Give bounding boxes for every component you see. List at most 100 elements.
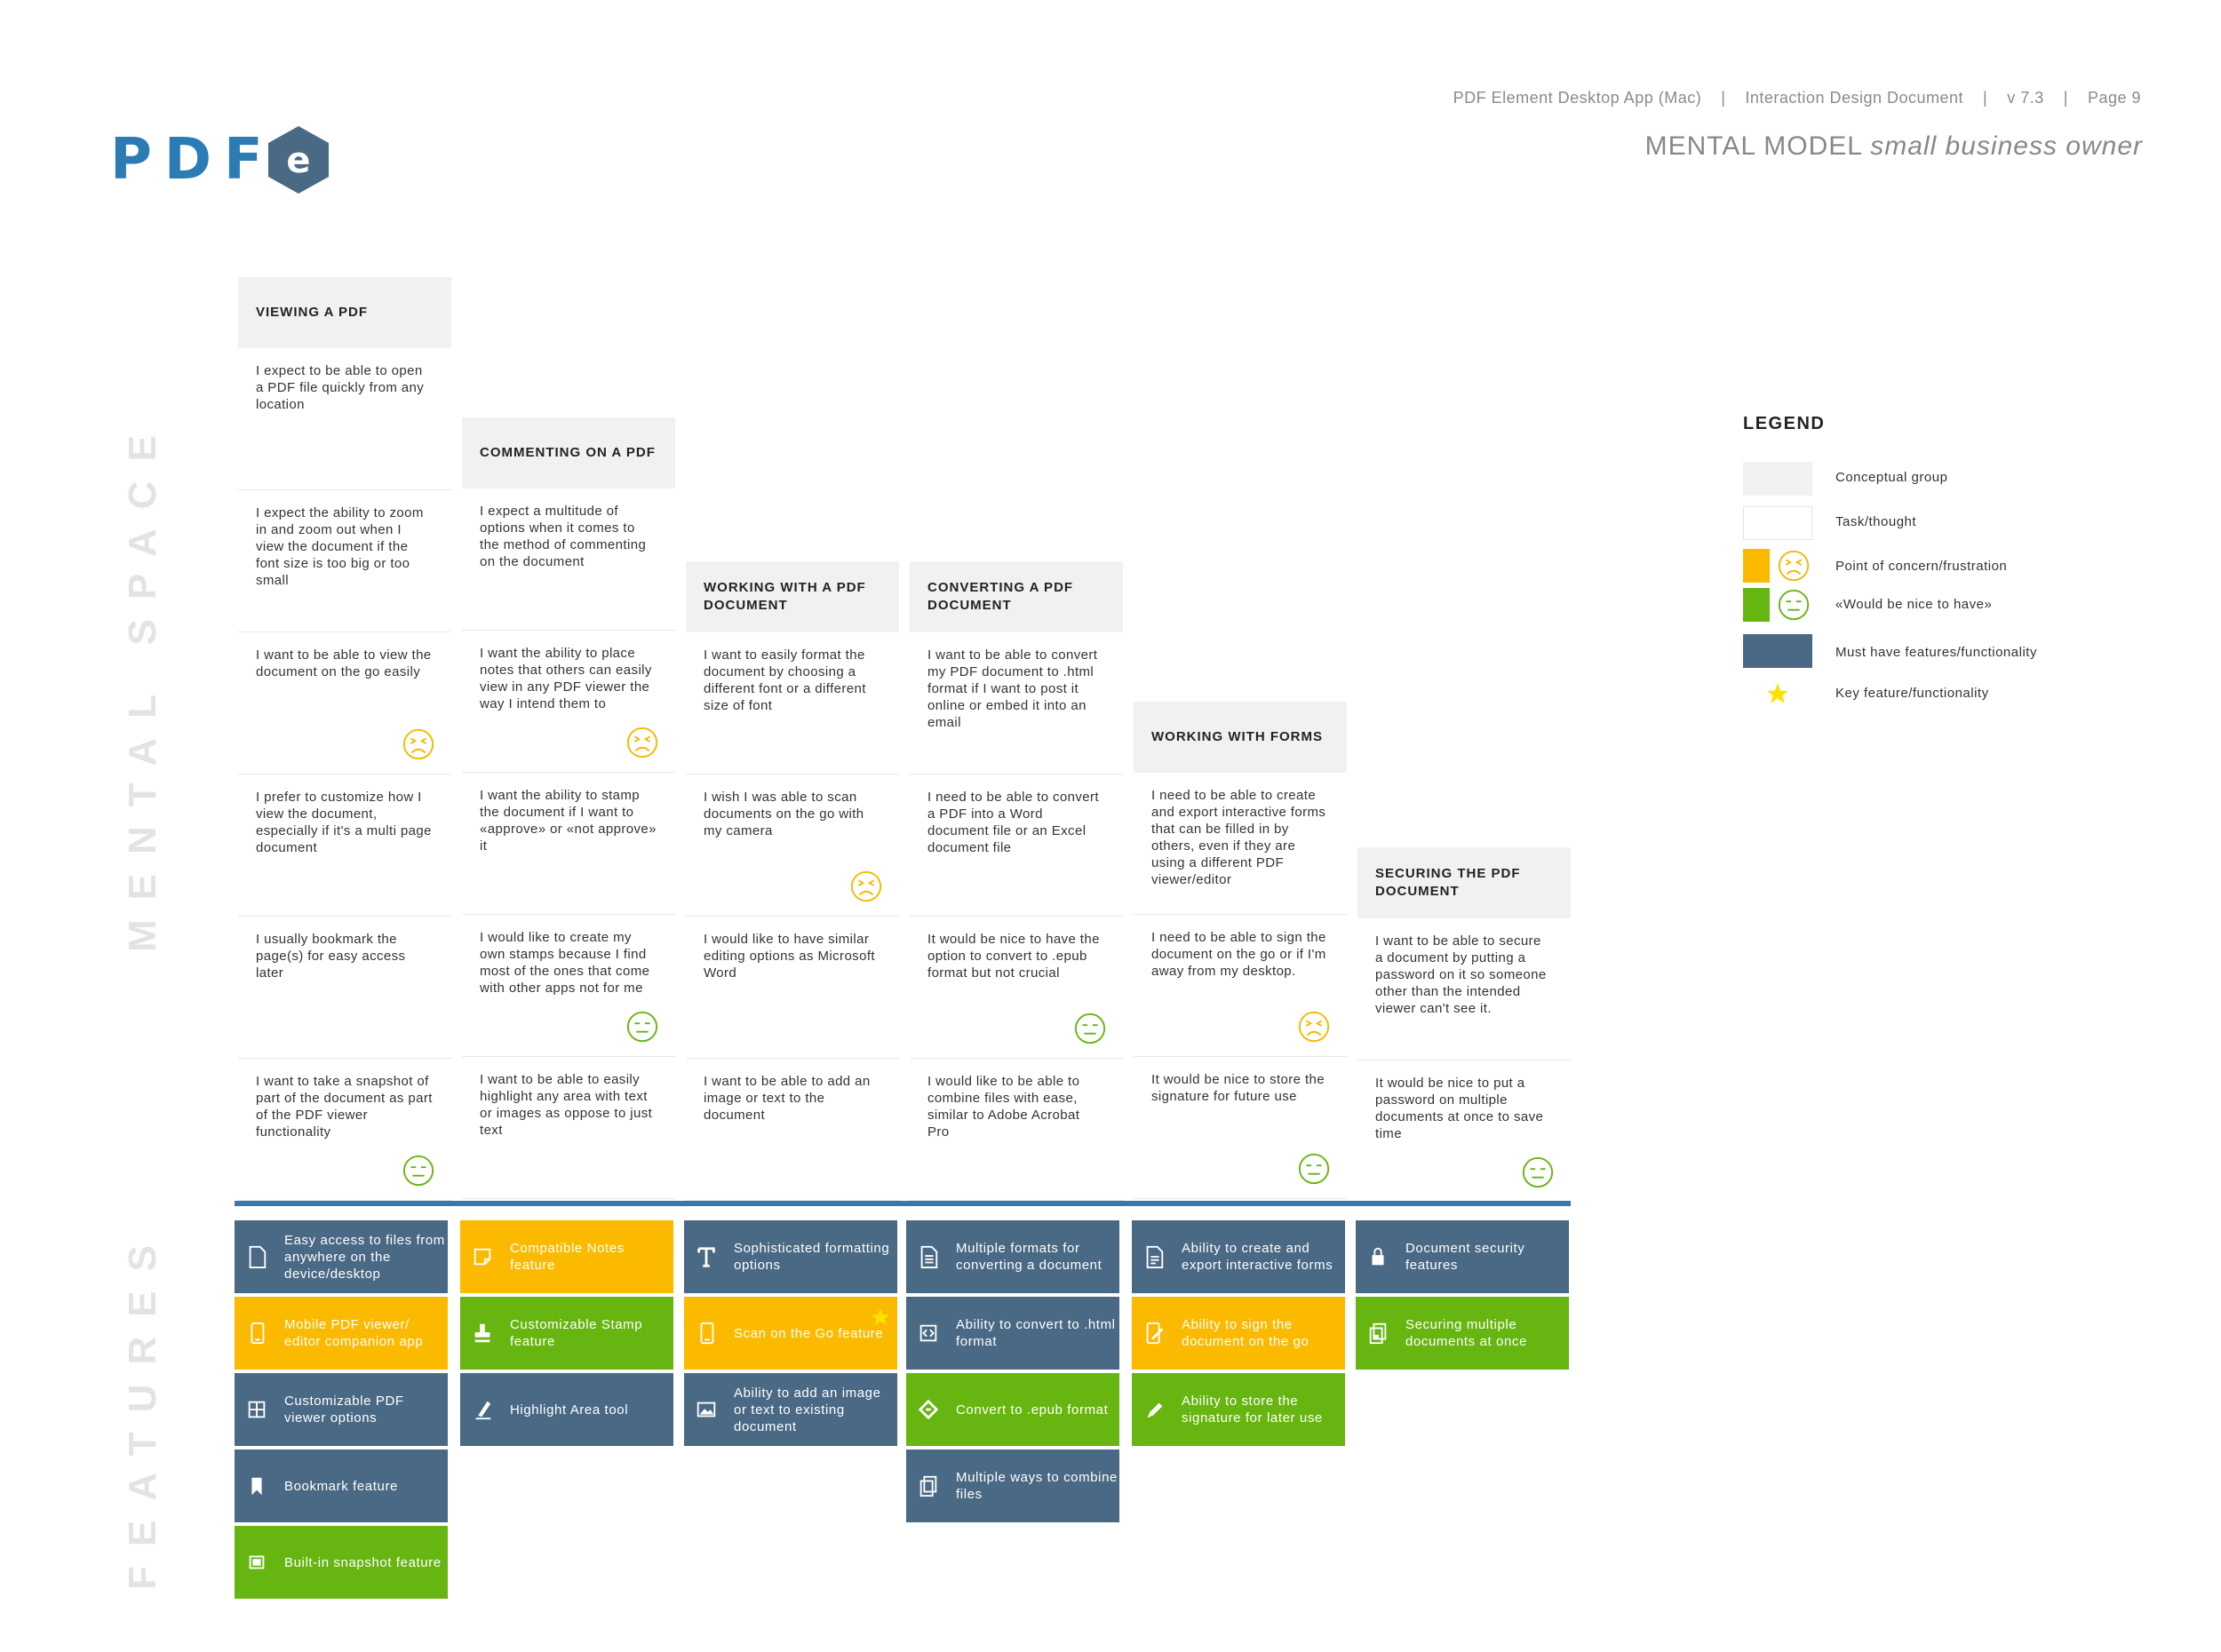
task-thought-card: I prefer to customize how I view the doc… [238,774,451,917]
mental-model-column: SECURING THE PDF DOCUMENT I want to be ab… [1357,847,1571,1203]
neutral-face-icon [626,1011,658,1043]
mental-model-column: WORKING WITH A PDF DOCUMENT I want to eas… [686,561,899,1201]
feature-text: Built-in snapshot feature [284,1554,442,1570]
separator: | [1721,89,1726,107]
mental-space-label: MENTAL SPACE [121,416,164,952]
feature-card: Built-in snapshot feature [235,1526,448,1599]
features-label: FEATURES [121,1226,164,1590]
task-thought-text: I want to be able to convert my PDF docu… [927,647,1098,730]
conceptual-group-heading: VIEWING A PDF [238,277,451,348]
task-thought-text: I want to be able to view the document o… [256,647,432,679]
frustrated-face-icon [850,870,882,902]
feature-card: Highlight Area tool [460,1373,673,1446]
feature-text: Ability to store the signature for later… [1182,1394,1323,1426]
doc-type: Interaction Design Document [1745,89,1964,107]
phone-icon [700,1322,714,1345]
task-thought-card: I usually bookmark the page(s) for easy … [238,917,451,1059]
neutral-face-icon [1522,1156,1554,1188]
feature-card: Sophisticated formatting options [684,1220,897,1293]
legend-swatch-nice [1743,588,1770,622]
conceptual-group-heading: CONVERTING A PDF DOCUMENT [910,561,1123,632]
task-thought-text: I prefer to customize how I view the doc… [256,790,432,855]
task-thought-text: It would be nice to have the option to c… [927,932,1100,981]
note-icon [474,1248,491,1266]
feature-text: Multiple formats for converting a docume… [956,1241,1103,1273]
feature-card: Securing multiple documents at once [1356,1297,1569,1370]
star-icon [1767,683,1788,703]
feature-card: Mobile PDF viewer/ editor companion app [235,1297,448,1370]
legend-swatch-conceptual [1743,462,1812,496]
legend-label: Conceptual group [1835,470,1948,485]
legend-label: Task/thought [1835,514,1917,529]
feature-text: Securing multiple documents at once [1405,1317,1527,1349]
epub-icon [918,1399,939,1420]
separator: | [2063,89,2068,107]
task-thought-text: I would like to have similar editing opt… [704,932,875,981]
separator: | [1983,89,1988,107]
logo-hex-icon: e [268,126,329,194]
frustrated-face-icon [402,728,434,760]
legend-label: «Would be nice to have» [1835,597,1993,612]
task-thought-text: I need to be able to convert a PDF into … [927,790,1099,855]
task-thought-card: I would like to be able to combine files… [910,1059,1123,1201]
frustrated-face-icon [626,727,658,758]
conceptual-group-heading: WORKING WITH A PDF DOCUMENT [686,561,899,632]
feature-text: Sophisticated formatting options [734,1241,890,1273]
form-icon [1146,1245,1164,1268]
feature-text: Customizable PDF viewer options [284,1394,404,1426]
task-thought-text: I want to be able to secure a document b… [1375,933,1547,1016]
conceptual-group-heading: SECURING THE PDF DOCUMENT [1357,847,1571,918]
feature-card: Convert to .epub format [906,1373,1119,1446]
star-icon [871,1307,890,1326]
task-thought-text: I expect the ability to zoom in and zoom… [256,505,424,588]
snapshot-icon [249,1555,265,1569]
feature-card: Ability to convert to .html format [906,1297,1119,1370]
task-thought-text: I want the ability to stamp the document… [480,788,657,854]
legend-label: Must have features/functionality [1835,645,2037,660]
task-thought-text: It would be nice to store the signature … [1151,1072,1325,1104]
title-sub: small business owner [1870,131,2143,161]
feature-card: Ability to store the signature for later… [1132,1373,1345,1446]
feature-text: Multiple ways to combine files [956,1470,1118,1502]
feature-card: Ability to create and export interactive… [1132,1220,1345,1293]
feature-text: Mobile PDF viewer/ editor companion app [284,1317,424,1349]
feature-text: Document security features [1405,1241,1525,1273]
task-thought-card: I want to be able to add an image or tex… [686,1059,899,1201]
stamp-icon [474,1323,490,1343]
neutral-face-icon [1778,589,1810,621]
task-thought-card: It would be nice to put a password on mu… [1357,1060,1571,1203]
task-thought-text: I wish I was able to scan documents on t… [704,790,864,838]
feature-text: Easy access to files from anywhere on th… [284,1232,445,1282]
lock-copy-icon [1369,1322,1387,1345]
highlighter-icon [475,1401,491,1420]
feature-card: Ability to sign the document on the go [1132,1297,1345,1370]
page-number: Page 9 [2087,89,2141,107]
feature-card: Customizable Stamp feature [460,1297,673,1370]
pen-icon [1147,1402,1163,1418]
legend-label: Key feature/functionality [1835,686,1989,701]
logo-badge: e [286,140,310,181]
mental-model-column: WORKING WITH FORMS I need to be able to c… [1134,702,1347,1199]
feature-card: Multiple formats for converting a docume… [906,1220,1119,1293]
feature-text: Convert to .epub format [956,1402,1109,1418]
feature-card: Customizable PDF viewer options [235,1373,448,1446]
feature-card: Scan on the Go feature [684,1297,897,1370]
task-thought-card: I expect a multitude of options when it … [462,488,675,631]
phone-icon [251,1322,265,1345]
legend-title: LEGEND [1743,414,1826,433]
feature-text: Scan on the Go feature [734,1325,884,1341]
task-thought-card: I want the ability to stamp the document… [462,773,675,915]
feature-card: Compatible Notes feature [460,1220,673,1293]
legend-label: Point of concern/frustration [1835,559,2008,574]
neutral-face-icon [1298,1153,1330,1185]
task-thought-text: I want to take a snapshot of part of the… [256,1074,433,1140]
feature-text: Ability to sign the document on the go [1182,1317,1310,1349]
task-thought-card: I want to easily format the document by … [686,632,899,774]
mental-model-column: VIEWING A PDF I expect to be able to open… [238,277,451,1201]
legend-swatch-task [1743,506,1812,540]
mental-model-column: CONVERTING A PDF DOCUMENT I want to be ab… [910,561,1123,1201]
task-thought-card: I want to take a snapshot of part of the… [238,1059,451,1201]
conceptual-group-heading: COMMENTING ON A PDF [462,417,675,488]
page-title: MENTAL MODEL small business owner [1645,131,2143,162]
task-thought-text: I expect a multitude of options when it … [480,504,647,569]
